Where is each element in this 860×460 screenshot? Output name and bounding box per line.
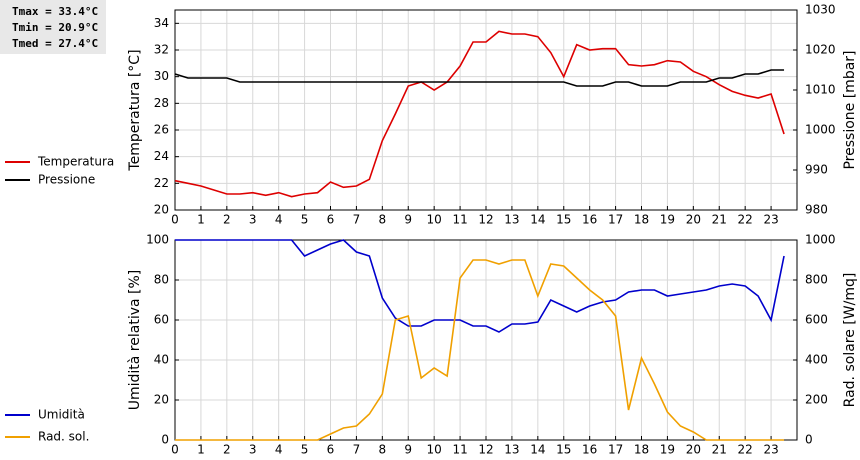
legend-label: Temperatura — [37, 155, 114, 169]
y2-tick-label: 0 — [805, 433, 813, 447]
y-axis-label: Temperatura [°C] — [127, 49, 143, 171]
x-tick-label: 10 — [427, 443, 442, 457]
x-tick-label: 14 — [530, 443, 545, 457]
x-tick-label: 12 — [478, 213, 493, 227]
x-tick-label: 0 — [171, 443, 179, 457]
y-tick-label: 40 — [154, 353, 169, 367]
series-line — [175, 239, 785, 333]
x-tick-label: 4 — [275, 443, 283, 457]
y2-tick-label: 400 — [805, 353, 828, 367]
y-tick-label: 32 — [154, 43, 169, 57]
x-tick-label: 9 — [404, 213, 412, 227]
x-tick-label: 9 — [404, 443, 412, 457]
stat-tmin: Tmin = 20.9°C — [12, 21, 98, 34]
y-tick-label: 34 — [154, 16, 169, 30]
y-tick-label: 100 — [146, 233, 169, 247]
y2-axis-label: Pressione [mbar] — [842, 50, 858, 169]
x-tick-label: 19 — [660, 443, 675, 457]
x-tick-label: 11 — [452, 213, 467, 227]
x-tick-label: 1 — [197, 213, 205, 227]
series-line — [174, 30, 785, 198]
x-tick-label: 2 — [223, 443, 231, 457]
x-tick-label: 4 — [275, 213, 283, 227]
y2-tick-label: 1000 — [805, 123, 836, 137]
x-tick-label: 8 — [379, 213, 387, 227]
y2-tick-label: 600 — [805, 313, 828, 327]
plot-frame — [174, 239, 798, 441]
x-tick-label: 13 — [504, 443, 519, 457]
y-tick-label: 20 — [154, 393, 169, 407]
y-tick-label: 0 — [161, 433, 169, 447]
y2-tick-label: 1010 — [805, 83, 836, 97]
x-tick-label: 17 — [608, 443, 623, 457]
legend-label: Umidità — [38, 408, 85, 422]
x-tick-label: 6 — [327, 443, 335, 457]
legend-label: Pressione — [38, 173, 95, 187]
y-tick-label: 28 — [154, 96, 169, 110]
x-tick-label: 21 — [712, 213, 727, 227]
y-tick-label: 30 — [154, 69, 169, 83]
series-line — [174, 69, 785, 87]
y2-tick-label: 800 — [805, 273, 828, 287]
x-tick-label: 0 — [171, 213, 179, 227]
x-tick-label: 5 — [301, 443, 309, 457]
y2-tick-label: 1020 — [805, 43, 836, 57]
x-tick-label: 1 — [197, 443, 205, 457]
x-tick-label: 6 — [327, 213, 335, 227]
y-tick-label: 26 — [154, 123, 169, 137]
x-tick-label: 19 — [660, 213, 675, 227]
x-tick-label: 23 — [763, 213, 778, 227]
x-tick-label: 5 — [301, 213, 309, 227]
y2-tick-label: 1030 — [805, 3, 836, 17]
x-tick-label: 14 — [530, 213, 545, 227]
x-tick-label: 22 — [738, 443, 753, 457]
stat-tmed: Tmed = 27.4°C — [12, 37, 98, 50]
x-tick-label: 2 — [223, 213, 231, 227]
y-tick-label: 24 — [154, 149, 169, 163]
x-tick-label: 22 — [738, 213, 753, 227]
x-tick-label: 20 — [686, 213, 701, 227]
stats-box — [0, 0, 106, 54]
x-tick-label: 7 — [353, 443, 361, 457]
x-tick-label: 10 — [427, 213, 442, 227]
y-tick-label: 22 — [154, 176, 169, 190]
y-axis-label: Umidità relativa [%] — [127, 270, 143, 411]
x-tick-label: 18 — [634, 213, 649, 227]
legend-label: Rad. sol. — [38, 430, 89, 444]
x-tick-label: 3 — [249, 443, 257, 457]
x-tick-label: 13 — [504, 213, 519, 227]
plot-frame — [174, 9, 798, 211]
x-tick-label: 23 — [763, 443, 778, 457]
x-tick-label: 15 — [556, 443, 571, 457]
x-tick-label: 16 — [582, 213, 597, 227]
y-tick-label: 80 — [154, 273, 169, 287]
y-tick-label: 60 — [154, 313, 169, 327]
y2-tick-label: 990 — [805, 163, 828, 177]
y2-tick-label: 980 — [805, 203, 828, 217]
y2-tick-label: 1000 — [805, 233, 836, 247]
x-tick-label: 15 — [556, 213, 571, 227]
x-tick-label: 20 — [686, 443, 701, 457]
y2-axis-label: Rad. solare [W/mq] — [842, 273, 858, 408]
x-tick-label: 16 — [582, 443, 597, 457]
y-tick-label: 20 — [154, 203, 169, 217]
x-tick-label: 21 — [712, 443, 727, 457]
series-line — [175, 259, 785, 441]
x-tick-label: 3 — [249, 213, 257, 227]
x-tick-label: 7 — [353, 213, 361, 227]
x-tick-label: 18 — [634, 443, 649, 457]
y2-tick-label: 200 — [805, 393, 828, 407]
x-tick-label: 12 — [478, 443, 493, 457]
stat-tmax: Tmax = 33.4°C — [12, 5, 98, 18]
x-tick-label: 8 — [379, 443, 387, 457]
x-tick-label: 17 — [608, 213, 623, 227]
x-tick-label: 11 — [452, 443, 467, 457]
